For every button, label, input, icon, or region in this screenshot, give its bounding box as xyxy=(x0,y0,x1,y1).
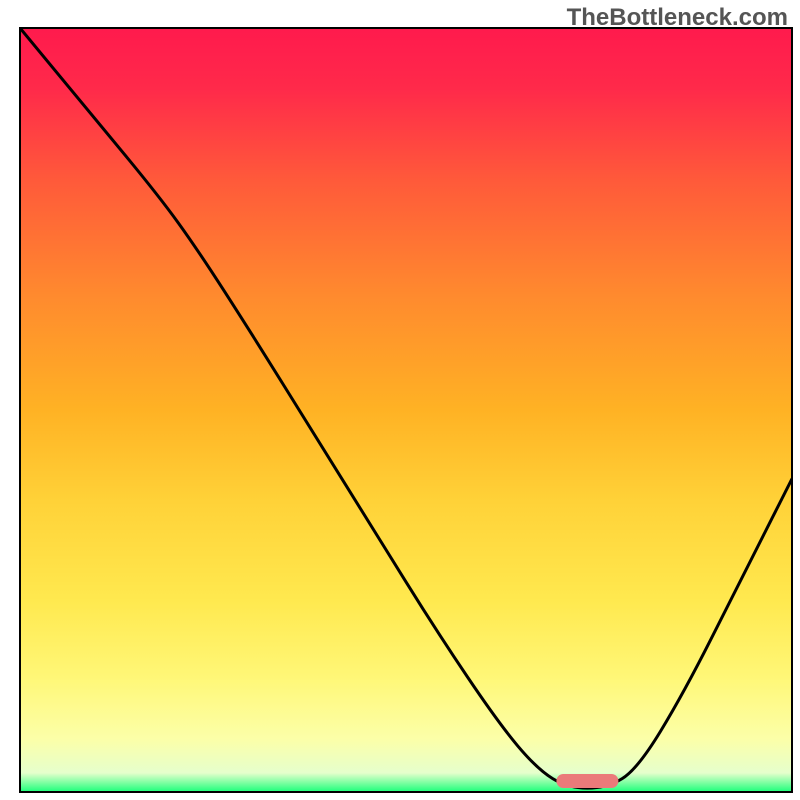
optimal-marker xyxy=(556,774,618,788)
bottleneck-chart xyxy=(0,0,800,800)
watermark-text: TheBottleneck.com xyxy=(567,4,788,32)
plot-background xyxy=(20,28,792,792)
chart-container: TheBottleneck.com xyxy=(0,0,800,800)
